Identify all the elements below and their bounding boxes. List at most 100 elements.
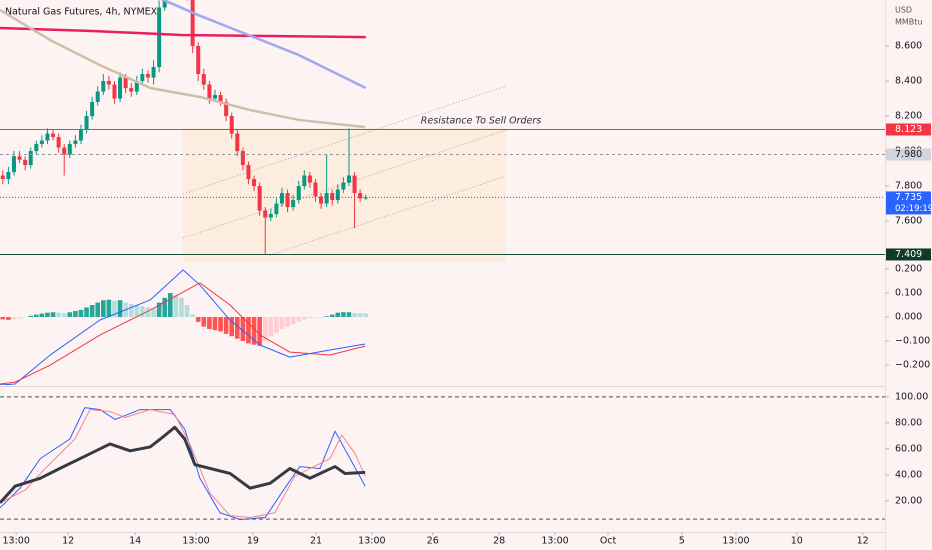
histogram-bar (341, 312, 346, 318)
candle-body (252, 179, 257, 187)
candle-body (51, 133, 56, 138)
histogram-bar (151, 308, 156, 318)
histogram-bar (262, 317, 268, 342)
candle-body (291, 200, 296, 208)
x-tick-label: 19 (247, 536, 259, 547)
candle-body (346, 175, 351, 183)
price-level-label: 7.980 (895, 149, 922, 160)
candle-body (73, 140, 78, 145)
candle-body (34, 144, 39, 152)
line-series (0, 407, 366, 521)
line-series (0, 26, 366, 39)
candle-body (0, 175, 5, 180)
histogram-bar (218, 317, 223, 332)
price-level-label: 7.409 (895, 249, 922, 260)
histogram-bar (329, 314, 335, 318)
price-level-box (886, 191, 931, 215)
histogram-bar (162, 297, 168, 318)
price-level-label: 8.123 (895, 124, 922, 135)
histogram-bar (223, 317, 229, 334)
y-tick-label: 7.800 (895, 181, 922, 192)
histogram-bar (117, 300, 123, 318)
x-tick-label: 13:00 (722, 536, 749, 547)
x-tick-label: 14 (129, 536, 141, 547)
x-tick-label: 10 (791, 536, 803, 547)
candle-body (218, 95, 223, 103)
candle-body (56, 137, 61, 148)
histogram-bar (73, 311, 78, 318)
line-series (0, 282, 366, 385)
candle-body (23, 159, 28, 166)
pane (0, 407, 366, 521)
candle-body (330, 193, 335, 201)
histogram-bar (268, 317, 274, 337)
candle-body (112, 84, 117, 99)
histogram-bar (61, 313, 67, 318)
candle-body (67, 144, 72, 155)
histogram-bar (313, 317, 318, 318)
candle-body (157, 7, 162, 68)
candle-body (335, 189, 340, 201)
candle-body (207, 84, 212, 99)
histogram-bar (156, 302, 162, 318)
histogram-bar (84, 307, 89, 318)
price-level-box (886, 148, 931, 161)
candle-body (274, 203, 279, 215)
x-tick-label: 13:00 (358, 536, 385, 547)
histogram-bar (33, 314, 39, 318)
histogram-bar (324, 316, 329, 318)
price-level-box (886, 248, 931, 261)
y-tick-label: 80.00 (895, 417, 922, 428)
line-series (0, 269, 366, 385)
candle-body (352, 175, 357, 194)
histogram-bar (179, 297, 184, 318)
histogram-bar (357, 313, 363, 318)
candle-body (190, 0, 195, 47)
candle-body (263, 210, 268, 218)
histogram-bar (190, 314, 195, 318)
candle-body (307, 175, 312, 183)
countdown: 02:19:19 (895, 204, 932, 214)
line-series (0, 409, 366, 519)
histogram-bar (290, 317, 296, 325)
channel-bottom (269, 175, 507, 256)
histogram-bar (251, 317, 257, 345)
candle-body (28, 151, 33, 166)
y-tick-label: 8.600 (895, 41, 922, 52)
candle-body (201, 74, 206, 85)
histogram-bar (363, 313, 369, 318)
candle-body (106, 81, 111, 85)
histogram-bar (307, 317, 313, 319)
y-tick-label: 60.00 (895, 443, 922, 454)
line-series (0, 425, 366, 504)
histogram-bar (167, 292, 173, 318)
histogram-bar (134, 305, 140, 318)
candle-body (302, 175, 307, 187)
candle-body (129, 88, 134, 92)
candle-body (101, 81, 106, 92)
histogram-bar (39, 313, 45, 318)
candle-body (45, 133, 50, 141)
y-tick-label: 0.100 (895, 287, 922, 298)
unit-label: MMBtu (895, 18, 923, 27)
y-tick-label: −0.100 (895, 336, 930, 347)
candle-body (196, 46, 201, 75)
y-tick-label: 20.00 (895, 495, 922, 506)
histogram-bar (257, 317, 262, 346)
x-tick-label: 13:00 (2, 536, 29, 547)
histogram-bar (128, 303, 134, 318)
histogram-bar (184, 305, 190, 318)
histogram-bar (235, 317, 240, 339)
x-tick-label: 12 (62, 536, 74, 547)
x-tick-label: 21 (310, 536, 322, 547)
candle-body (341, 182, 346, 190)
histogram-bar (89, 305, 95, 318)
candle-body (324, 193, 329, 204)
histogram-bar (112, 300, 117, 318)
price-level-box (886, 123, 931, 136)
candle-body (162, 0, 167, 8)
histogram-bar (45, 312, 50, 318)
histogram-bar (285, 317, 290, 327)
